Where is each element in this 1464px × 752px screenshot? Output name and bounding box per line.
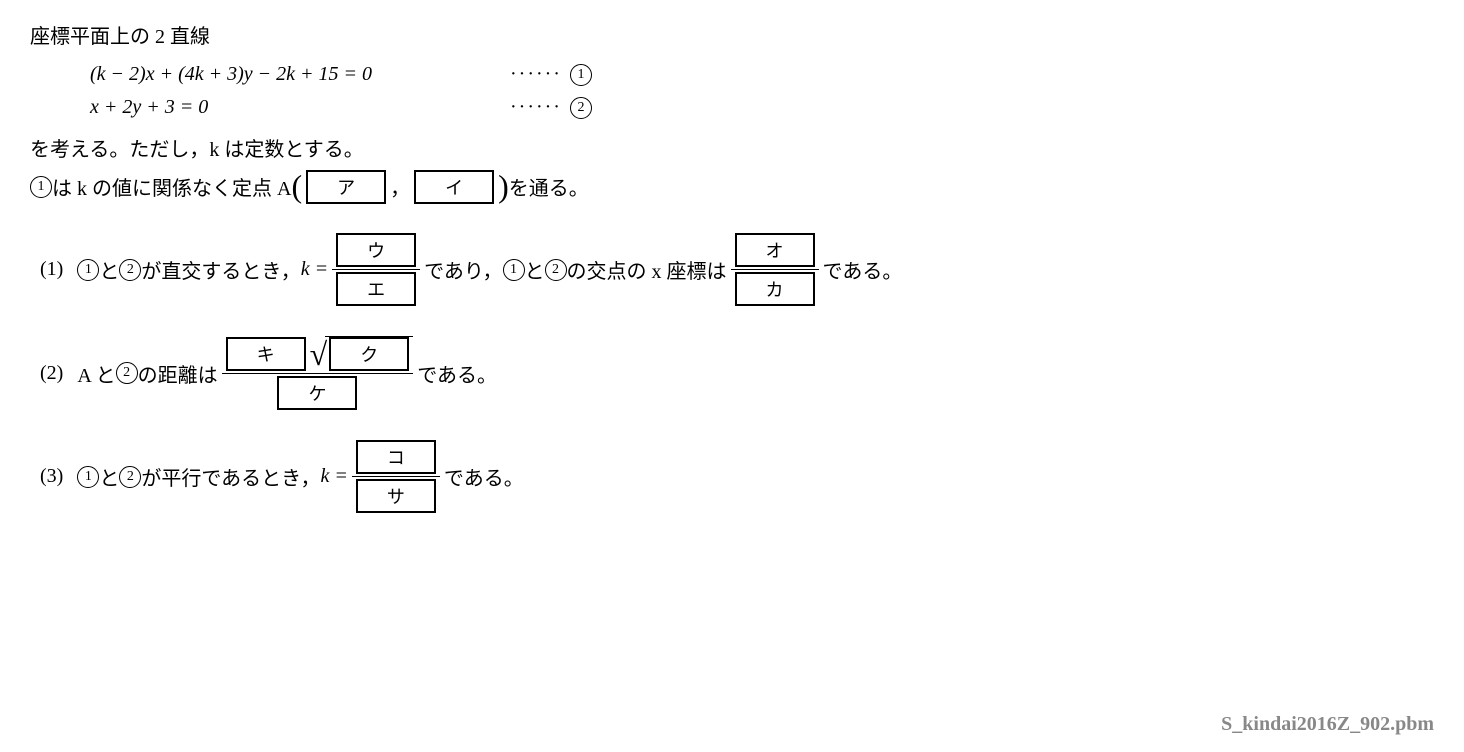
q1-text4: の交点の x 座標は bbox=[567, 255, 727, 284]
q3-k-equals: k = bbox=[321, 465, 348, 488]
q3-circle-1: 1 bbox=[77, 466, 99, 488]
q1-frac-2: オ カ bbox=[731, 231, 819, 308]
paren-open: ( bbox=[291, 168, 302, 205]
blank-ki: キ bbox=[226, 337, 306, 371]
question-3: (3) 1 と 2 が平行であるとき， k = コ サ である。 bbox=[40, 438, 1434, 515]
fixed-point-line: 1 は k の値に関係なく定点 A ( ア ， イ ) を通る。 bbox=[30, 168, 1434, 205]
intro-text: 座標平面上の 2 直線 bbox=[30, 20, 1434, 49]
q1-frac-1: ウ エ bbox=[332, 231, 420, 308]
q1-text1: と bbox=[99, 255, 119, 284]
q1-frac1-den: エ bbox=[332, 270, 420, 308]
q3-text-to: と bbox=[99, 462, 119, 491]
context-text: を考える。ただし，k は定数とする。 bbox=[30, 133, 364, 162]
q1-k-equals: k = bbox=[301, 258, 328, 281]
q2-text3: である。 bbox=[417, 359, 497, 388]
q1-number: (1) bbox=[40, 258, 63, 281]
q2-frac-num: キ √ ク bbox=[222, 334, 414, 373]
context-line: を考える。ただし，k は定数とする。 bbox=[30, 133, 1434, 162]
q1-text1b: と bbox=[525, 255, 545, 284]
q3-number: (3) bbox=[40, 465, 63, 488]
dots-1: ······ bbox=[510, 63, 570, 86]
q1-text5: である。 bbox=[823, 255, 903, 284]
q3-frac-den: サ bbox=[352, 477, 440, 515]
q2-number: (2) bbox=[40, 362, 63, 385]
q3-text1: が平行であるとき， bbox=[141, 462, 320, 491]
blank-u: ウ bbox=[336, 233, 416, 267]
blank-a: ア bbox=[306, 170, 386, 204]
q1-frac2-num: オ bbox=[731, 231, 819, 269]
fixed-point-pre: は k の値に関係なく定点 A bbox=[52, 172, 291, 201]
circle-1-ref: 1 bbox=[30, 176, 52, 198]
equation-1: (k − 2)x + (4k + 3)y − 2k + 15 = 0 bbox=[90, 63, 510, 86]
q3-frac-num: コ bbox=[352, 438, 440, 476]
q3-circle-2: 2 bbox=[119, 466, 141, 488]
circle-1: 1 bbox=[570, 64, 592, 86]
circle-2: 2 bbox=[570, 97, 592, 119]
q2-circle-2: 2 bbox=[116, 362, 138, 384]
q2-frac-den: ケ bbox=[273, 374, 361, 412]
q2-text1: A と bbox=[77, 359, 115, 388]
blank-ke: ケ bbox=[277, 376, 357, 410]
fixed-point-post: を通る。 bbox=[509, 172, 589, 201]
sqrt-content: ク bbox=[325, 336, 413, 371]
blank-sa: サ bbox=[356, 479, 436, 513]
equation-row-1: (k − 2)x + (4k + 3)y − 2k + 15 = 0 ·····… bbox=[90, 63, 1434, 86]
q3-text2: である。 bbox=[444, 462, 524, 491]
q1-text3: であり， bbox=[424, 255, 502, 284]
q2-sqrt: √ ク bbox=[310, 336, 414, 371]
footer-filename: S_kindai2016Z_902.pbm bbox=[1221, 713, 1434, 736]
equation-row-2: x + 2y + 3 = 0 ······ 2 bbox=[90, 96, 1434, 119]
blank-i: イ bbox=[414, 170, 494, 204]
equation-2: x + 2y + 3 = 0 bbox=[90, 96, 510, 119]
blank-ko: コ bbox=[356, 440, 436, 474]
q3-frac: コ サ bbox=[352, 438, 440, 515]
q1-circle-2: 2 bbox=[119, 259, 141, 281]
blank-e: エ bbox=[336, 272, 416, 306]
blank-ka: カ bbox=[735, 272, 815, 306]
q1-circle-1b: 1 bbox=[503, 259, 525, 281]
q1-text2: が直交するとき， bbox=[141, 255, 300, 284]
q1-circle-2b: 2 bbox=[545, 259, 567, 281]
q2-text2: の距離は bbox=[138, 359, 218, 388]
blank-o: オ bbox=[735, 233, 815, 267]
paren-close: ) bbox=[498, 168, 509, 205]
blank-ku: ク bbox=[329, 337, 409, 371]
q1-frac2-den: カ bbox=[731, 270, 819, 308]
q1-frac1-num: ウ bbox=[332, 231, 420, 269]
q1-circle-1: 1 bbox=[77, 259, 99, 281]
equations-block: (k − 2)x + (4k + 3)y − 2k + 15 = 0 ·····… bbox=[90, 63, 1434, 119]
fixed-point-comma: ， bbox=[390, 172, 410, 201]
question-1: (1) 1 と 2 が直交するとき， k = ウ エ であり， 1 と 2 の交… bbox=[40, 231, 1434, 308]
question-2: (2) A と 2 の距離は キ √ ク ケ である。 bbox=[40, 334, 1434, 412]
q2-frac: キ √ ク ケ bbox=[222, 334, 414, 412]
dots-2: ······ bbox=[510, 96, 570, 119]
intro-content: 座標平面上の 2 直線 bbox=[30, 20, 210, 49]
